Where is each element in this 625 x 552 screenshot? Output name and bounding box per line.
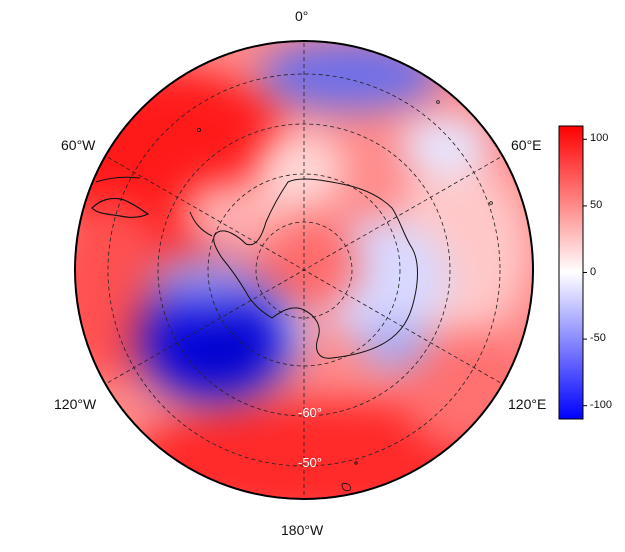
lon-label-60w: 60°W bbox=[61, 137, 96, 153]
lon-label-120e: 120°E bbox=[508, 396, 547, 412]
colorbar-tick-label: 50 bbox=[590, 198, 603, 211]
lon-label-0: 0° bbox=[295, 8, 309, 24]
colorbar-tick-label: 0 bbox=[590, 265, 597, 278]
south-america-coastline bbox=[91, 197, 150, 218]
lat-label-outer: -50° bbox=[298, 455, 322, 470]
map-boundary bbox=[74, 40, 534, 500]
colorbar-tick-label: -100 bbox=[590, 398, 613, 411]
colorbar-tick-label: -50 bbox=[590, 332, 606, 345]
lat-label-inner: -60° bbox=[298, 405, 322, 420]
lon-label-60e: 60°E bbox=[511, 137, 542, 153]
antarctica-coastline bbox=[213, 178, 418, 359]
colorbar-tick-label: 100 bbox=[590, 132, 609, 145]
lon-label-120w: 120°W bbox=[54, 396, 97, 412]
lon-label-180w: 180°W bbox=[281, 522, 324, 538]
colorbar bbox=[558, 125, 584, 420]
